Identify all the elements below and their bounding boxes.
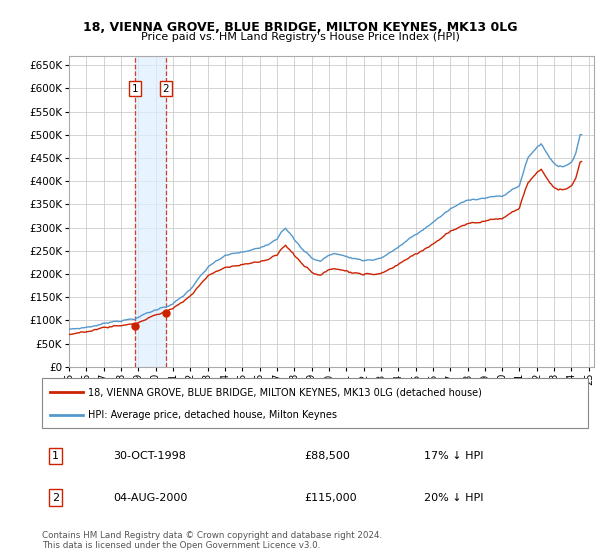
Text: 18, VIENNA GROVE, BLUE BRIDGE, MILTON KEYNES, MK13 0LG (detached house): 18, VIENNA GROVE, BLUE BRIDGE, MILTON KE…	[88, 387, 482, 397]
Text: 2: 2	[52, 493, 59, 502]
Text: 17% ↓ HPI: 17% ↓ HPI	[424, 451, 484, 461]
Text: 04-AUG-2000: 04-AUG-2000	[113, 493, 187, 502]
Text: 20% ↓ HPI: 20% ↓ HPI	[424, 493, 484, 502]
Text: 30-OCT-1998: 30-OCT-1998	[113, 451, 186, 461]
Text: £88,500: £88,500	[304, 451, 350, 461]
Text: 1: 1	[52, 451, 59, 461]
Text: Contains HM Land Registry data © Crown copyright and database right 2024.
This d: Contains HM Land Registry data © Crown c…	[42, 530, 382, 550]
Text: 2: 2	[163, 83, 169, 94]
Text: HPI: Average price, detached house, Milton Keynes: HPI: Average price, detached house, Milt…	[88, 410, 337, 421]
Text: 1: 1	[132, 83, 139, 94]
Text: £115,000: £115,000	[304, 493, 357, 502]
Text: Price paid vs. HM Land Registry's House Price Index (HPI): Price paid vs. HM Land Registry's House …	[140, 32, 460, 42]
Text: 18, VIENNA GROVE, BLUE BRIDGE, MILTON KEYNES, MK13 0LG: 18, VIENNA GROVE, BLUE BRIDGE, MILTON KE…	[83, 21, 517, 34]
Bar	[136, 56, 166, 367]
